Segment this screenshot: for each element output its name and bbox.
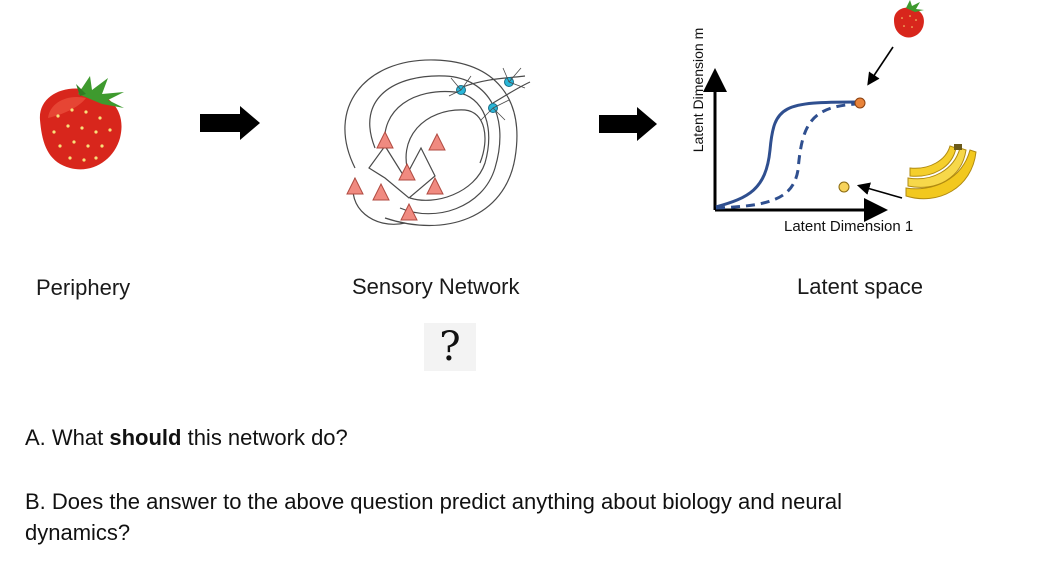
solid-curve bbox=[715, 100, 859, 209]
dashed-curve bbox=[715, 102, 859, 210]
strawberry-pointer bbox=[867, 46, 894, 86]
strawberry-point bbox=[854, 97, 866, 109]
latent-space-plot bbox=[703, 0, 977, 222]
strawberry-image bbox=[39, 76, 124, 170]
banana-point bbox=[838, 181, 850, 193]
question-a: A. What should this network do? bbox=[25, 425, 348, 451]
strawberry-image bbox=[894, 0, 924, 38]
question-b: B. Does the answer to the above question… bbox=[25, 486, 842, 548]
question-a-bold: should bbox=[109, 425, 182, 450]
question-b-line2: dynamics? bbox=[25, 520, 131, 545]
latent-space-label: Latent space bbox=[797, 274, 923, 299]
periphery-label: Periphery bbox=[36, 275, 131, 300]
x-axis-label: Latent Dimension 1 bbox=[784, 218, 914, 235]
right-arrow-icon bbox=[200, 106, 260, 140]
question-a-prefix: A. What bbox=[25, 425, 110, 450]
network-diagram bbox=[344, 59, 531, 226]
sensory-network-label: Sensory Network bbox=[352, 274, 520, 299]
y-axis-label: Latent Dimension m bbox=[690, 27, 706, 153]
question-mark: ? bbox=[424, 323, 476, 371]
right-arrow-icon bbox=[599, 107, 657, 141]
question-b-line1: B. Does the answer to the above question… bbox=[25, 489, 842, 514]
banana-image bbox=[905, 144, 977, 200]
question-a-suffix: this network do? bbox=[181, 425, 348, 450]
banana-pointer bbox=[856, 182, 903, 199]
